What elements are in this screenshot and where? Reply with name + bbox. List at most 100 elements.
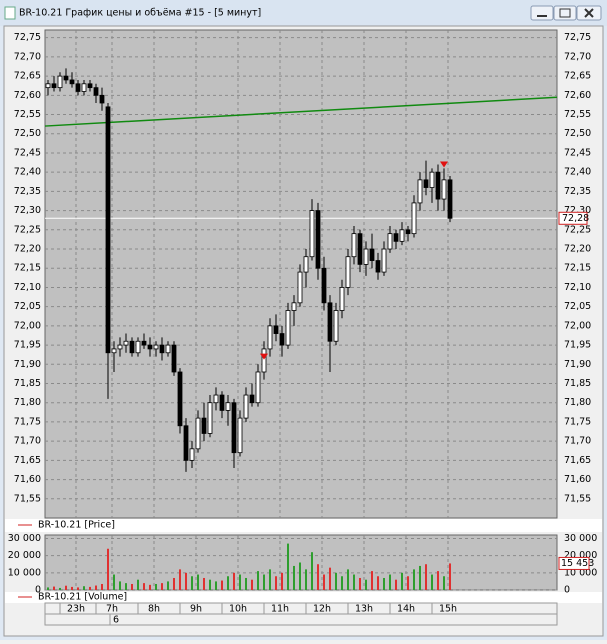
candle-body [231, 402, 237, 454]
y-tick-label: 72,50 [564, 128, 591, 139]
y-tick-label: 71,55 [564, 493, 591, 504]
candle-body [99, 94, 105, 104]
y-tick-label: 30 000 [8, 533, 41, 544]
candle-body [63, 75, 69, 81]
y-tick-label: 72,55 [564, 109, 591, 120]
volume-bar [137, 579, 139, 590]
candle-body [291, 302, 297, 311]
y-tick-label: 71,85 [564, 378, 591, 389]
candle-body [375, 260, 381, 273]
signal-arrow [440, 161, 448, 168]
date-label: 6 [113, 615, 119, 626]
candle-body [105, 106, 111, 354]
y-tick-label: 0 [564, 585, 570, 596]
y-tick-label: 72,50 [14, 128, 41, 139]
window-title: BR-10.21 График цены и объёма #15 - [5 м… [19, 8, 261, 19]
y-tick-label: 72,70 [564, 51, 591, 62]
volume-bar [191, 576, 193, 590]
minimize-button[interactable] [530, 5, 554, 21]
candle-body [45, 83, 51, 89]
candle-body [177, 371, 183, 427]
volume-bar [221, 580, 223, 590]
volume-bar [101, 583, 103, 590]
candle-body [357, 233, 363, 265]
volume-bar [359, 577, 361, 590]
signal-arrow [260, 353, 268, 360]
volume-bar [167, 581, 169, 590]
y-tick-label: 71,70 [564, 436, 591, 447]
candle-body [87, 83, 93, 89]
candle-body [285, 310, 291, 346]
volume-bar [203, 577, 205, 590]
volume-bar [335, 572, 337, 590]
y-tick-label: 71,90 [564, 359, 591, 370]
volume-bar [59, 587, 61, 590]
maximize-button[interactable] [553, 5, 577, 21]
candle-body [333, 310, 339, 342]
volume-bar [245, 577, 247, 590]
y-tick-label: 72,65 [14, 71, 41, 82]
volume-legend-bar [5, 592, 602, 603]
y-tick-label: 72,75 [14, 32, 41, 43]
y-tick-label: 72,55 [14, 109, 41, 120]
volume-bar [263, 574, 265, 590]
y-tick-label: 72,25 [14, 224, 41, 235]
candle-body [111, 348, 117, 354]
volume-bar [287, 543, 289, 590]
y-tick-label: 72,05 [564, 301, 591, 312]
y-tick-label: 71,65 [14, 455, 41, 466]
volume-bar [401, 572, 403, 590]
volume-bar [257, 571, 259, 590]
candle-body [441, 179, 447, 200]
volume-bar [47, 587, 49, 590]
candle-body [141, 340, 147, 346]
volume-bar [407, 576, 409, 590]
y-tick-label: 72,10 [564, 282, 591, 293]
candle-body [81, 83, 87, 92]
volume-bar [449, 563, 451, 590]
y-tick-label: 71,65 [564, 455, 591, 466]
volume-bar [317, 564, 319, 590]
volume-bar [119, 581, 121, 590]
y-tick-label: 71,60 [14, 474, 41, 485]
candle-body [393, 233, 399, 242]
candle-body [255, 371, 261, 404]
volume-bar [71, 586, 73, 590]
volume-bar [437, 571, 439, 590]
y-tick-label: 71,85 [14, 378, 41, 389]
window-icon [4, 6, 16, 20]
volume-bar [227, 576, 229, 590]
y-tick-label: 71,95 [564, 340, 591, 351]
candle-body [165, 344, 171, 354]
volume-bar [419, 565, 421, 590]
candle-body [171, 344, 177, 373]
volume-bar [371, 571, 373, 590]
maximize-glyph [559, 8, 571, 18]
volume-bar [305, 569, 307, 590]
volume-bar [293, 565, 295, 590]
candle-body [399, 229, 405, 242]
volume-bar [125, 583, 127, 590]
candle-body [153, 344, 159, 350]
candle-body [405, 229, 411, 235]
y-tick-label: 72,15 [564, 263, 591, 274]
candle-body [75, 83, 81, 92]
candle-body [201, 417, 207, 434]
candle-body [279, 333, 285, 346]
candle-body [273, 325, 279, 334]
y-tick-label: 72,60 [14, 90, 41, 101]
y-tick-label: 72,45 [564, 147, 591, 158]
y-tick-label: 72,00 [564, 320, 591, 331]
candle-body [297, 271, 303, 304]
volume-bar [155, 583, 157, 590]
volume-bar [425, 564, 427, 590]
candle-body [351, 233, 357, 258]
candle-body [219, 394, 225, 411]
last-volume-label: 15 453 [561, 558, 594, 569]
y-tick-label: 72,20 [564, 244, 591, 255]
time-label: 8h [148, 604, 160, 615]
volume-bar [131, 583, 133, 590]
time-label: 23h [67, 604, 85, 615]
legend-volume: BR-10.21 [Volume] [38, 592, 127, 603]
